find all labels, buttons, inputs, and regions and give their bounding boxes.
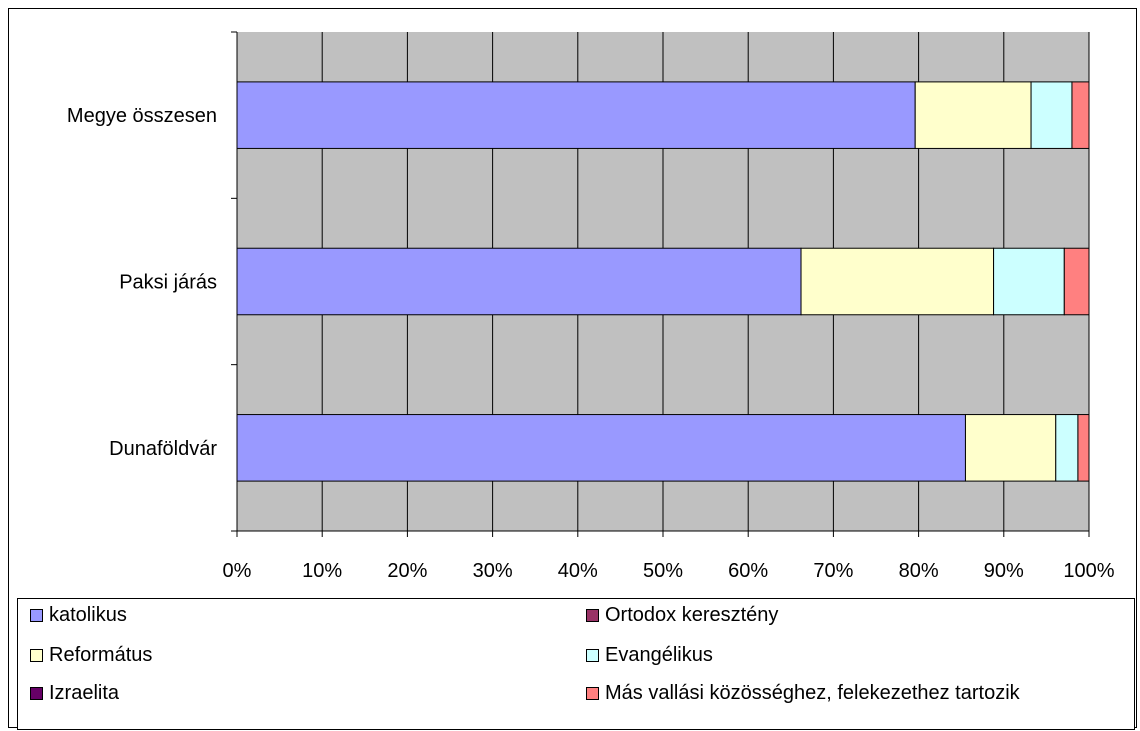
bar-segment: [237, 82, 915, 149]
bar-segment: [915, 82, 1031, 149]
bar-segment: [994, 248, 1065, 315]
legend-label: katolikus: [49, 604, 127, 627]
category-label: Paksi járás: [119, 272, 217, 294]
legend-item: katolikus: [30, 601, 127, 629]
legend-label: Izraelita: [49, 682, 119, 705]
legend-label: Református: [49, 644, 152, 667]
legend-swatch: [30, 609, 43, 622]
legend-label: Evangélikus: [605, 644, 713, 667]
legend-item: Ortodox keresztény: [586, 601, 778, 629]
x-tick-label: 60%: [728, 560, 768, 582]
bar-segment: [1031, 82, 1072, 149]
bar-segment: [965, 415, 1055, 482]
legend-label: Más vallási közösséghez, felekezethez ta…: [605, 682, 1020, 705]
x-tick-label: 10%: [302, 560, 342, 582]
x-tick-label: 100%: [1063, 560, 1114, 582]
x-tick-label: 80%: [899, 560, 939, 582]
x-tick-label: 70%: [813, 560, 853, 582]
bar-segment: [801, 248, 994, 315]
legend-item: Evangélikus: [586, 641, 713, 669]
legend-item: Izraelita: [30, 679, 119, 707]
bar-segment: [1078, 415, 1089, 482]
legend-swatch: [586, 609, 599, 622]
legend-swatch: [586, 687, 599, 700]
bar-segment: [237, 248, 801, 315]
legend-swatch: [30, 649, 43, 662]
x-tick-label: 0%: [223, 560, 252, 582]
x-tick-label: 40%: [558, 560, 598, 582]
legend: katolikus Ortodox keresztény Református Eva…: [17, 598, 1135, 730]
category-label: Megye összesen: [67, 105, 217, 127]
legend-swatch: [586, 649, 599, 662]
x-tick-label: 90%: [984, 560, 1024, 582]
bar-segment: [1072, 82, 1089, 149]
legend-label: Ortodox keresztény: [605, 604, 778, 627]
x-tick-label: 30%: [473, 560, 513, 582]
legend-swatch: [30, 687, 43, 700]
bar-segment: [1056, 415, 1078, 482]
legend-item: Más vallási közösséghez, felekezethez ta…: [586, 679, 1020, 707]
bar-segment: [237, 415, 965, 482]
x-tick-label: 20%: [387, 560, 427, 582]
category-label: Dunaföldvár: [109, 438, 217, 460]
x-tick-label: 50%: [643, 560, 683, 582]
legend-item: Református: [30, 641, 152, 669]
bars: [237, 82, 1089, 481]
bar-segment: [1064, 248, 1089, 315]
